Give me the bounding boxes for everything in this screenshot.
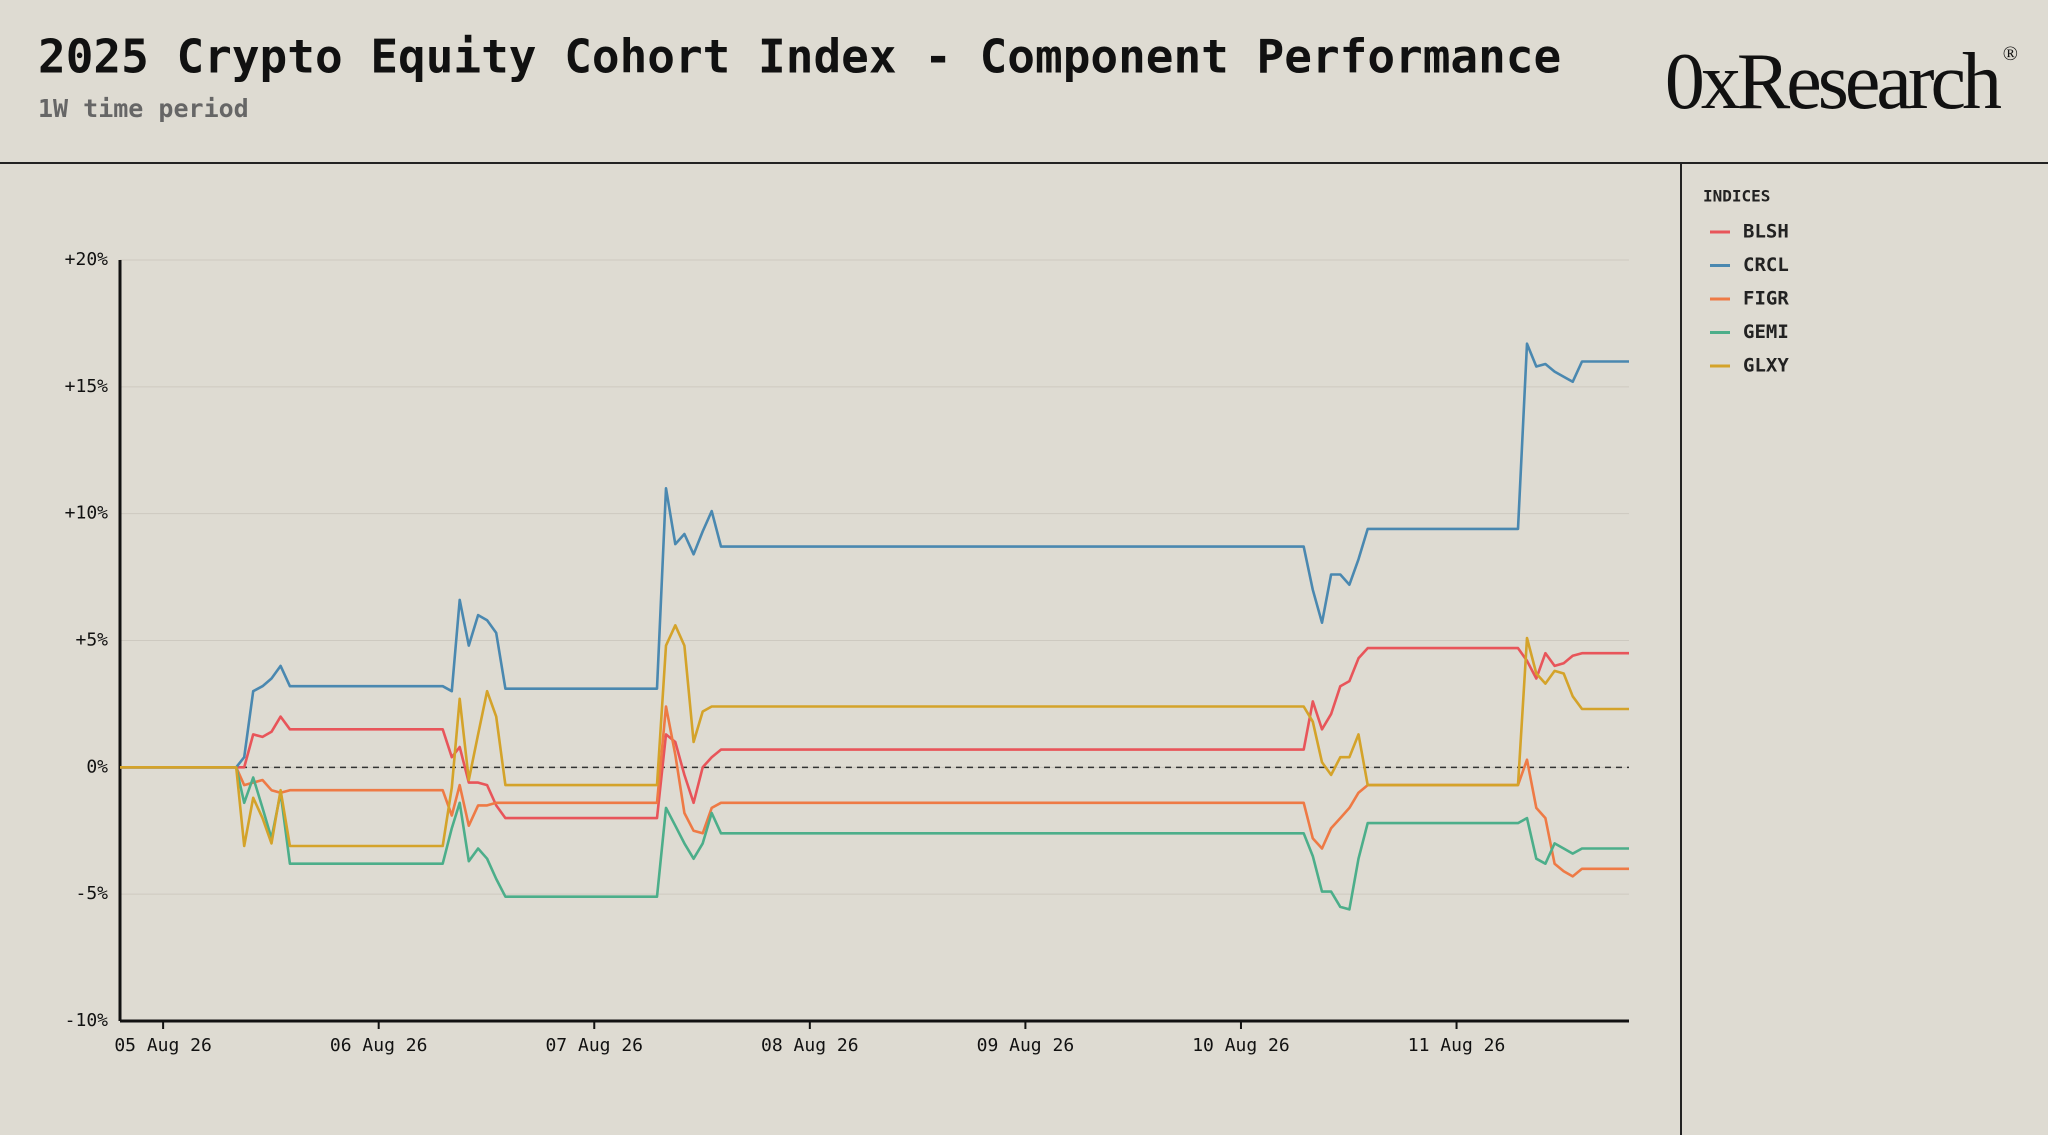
legend-label: BLSH [1743, 221, 1789, 243]
x-tick-label: 06 Aug 26 [330, 1035, 428, 1056]
logo: 0xResearch [1665, 38, 2001, 126]
y-tick-label: +10% [65, 503, 109, 524]
x-tick-label: 08 Aug 26 [761, 1035, 859, 1056]
series-line [120, 766, 1629, 911]
x-tick-label: 10 Aug 26 [1192, 1035, 1290, 1056]
series-line [120, 646, 1629, 820]
chart-title: 2025 Crypto Equity Cohort Index - Compon… [38, 30, 1561, 84]
x-tick-label: 09 Aug 26 [977, 1035, 1075, 1056]
series-line [120, 342, 1629, 769]
y-tick-label: +20% [65, 249, 109, 270]
y-tick-label: +15% [65, 376, 109, 397]
y-tick-label: 0% [86, 756, 108, 777]
legend-label: CRCL [1743, 254, 1789, 276]
x-tick-label: 05 Aug 26 [114, 1035, 212, 1056]
y-tick-label: -5% [75, 883, 108, 904]
legend-title: INDICES [1703, 187, 1770, 206]
y-tick-label: +5% [75, 630, 108, 651]
x-tick-label: 11 Aug 26 [1408, 1035, 1506, 1056]
legend-label: FIGR [1743, 288, 1789, 310]
series-line [120, 705, 1629, 878]
x-tick-label: 07 Aug 26 [545, 1035, 643, 1056]
logo-mark: ® [2003, 43, 2018, 65]
series-line [120, 624, 1629, 848]
y-tick-label: -10% [65, 1010, 109, 1031]
legend-label: GLXY [1743, 355, 1789, 377]
chart-subtitle: 1W time period [38, 94, 249, 123]
legend-label: GEMI [1743, 321, 1789, 343]
